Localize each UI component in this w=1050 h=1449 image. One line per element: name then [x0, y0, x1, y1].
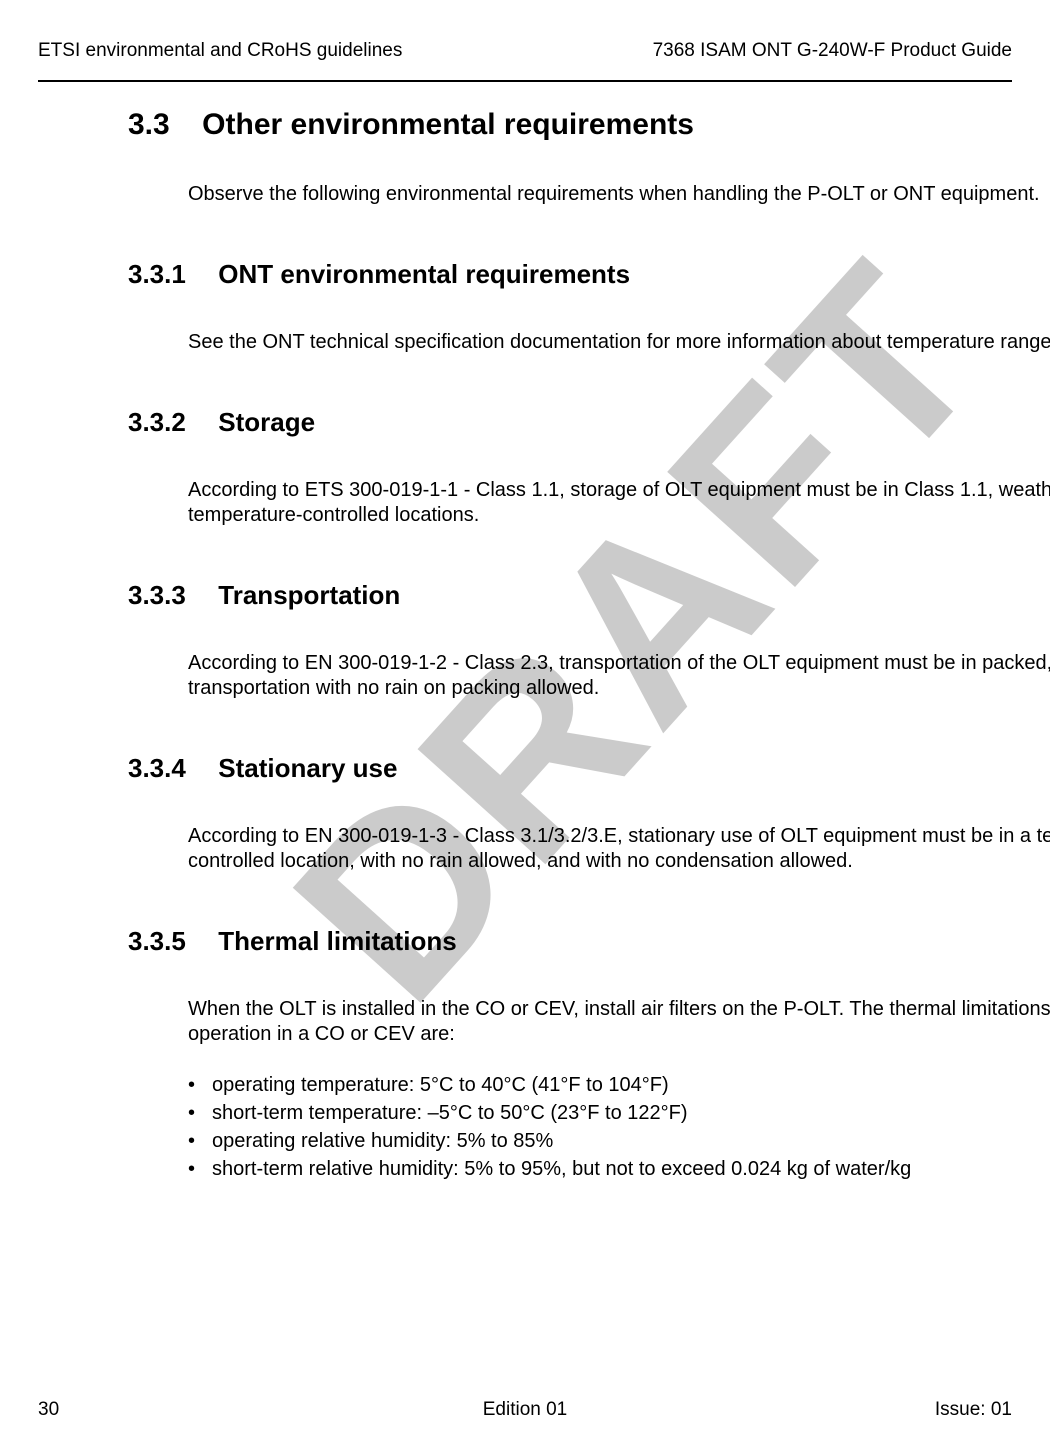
bullet-item: short-term temperature: –5°C to 50°C (23… [188, 1099, 1050, 1127]
section-heading: 3.3 Other environmental requirements [128, 108, 1050, 142]
subsection-body: When the OLT is installed in the CO or C… [188, 997, 1050, 1047]
header-left-text: ETSI environmental and CRoHS guidelines [38, 40, 402, 62]
header-divider [38, 80, 1012, 82]
thermal-bullets: operating temperature: 5°C to 40°C (41°F… [188, 1071, 1050, 1183]
subsection-body: According to EN 300-019-1-3 - Class 3.1/… [188, 824, 1050, 874]
subsection-number: 3.3.2 [128, 407, 186, 438]
header-right-text: 7368 ISAM ONT G-240W-F Product Guide [653, 40, 1012, 62]
subsection-heading-2: 3.3.3 Transportation [128, 580, 1050, 611]
subsection-title: Transportation [218, 580, 400, 611]
subsection-number: 3.3.5 [128, 926, 186, 957]
subsection-number: 3.3.3 [128, 580, 186, 611]
page-content: 3.3 Other environmental requirements Obs… [128, 108, 1050, 1183]
subsection-body: According to ETS 300-019-1-1 - Class 1.1… [188, 478, 1050, 528]
bullet-item: operating temperature: 5°C to 40°C (41°F… [188, 1071, 1050, 1099]
subsection-title: ONT environmental requirements [218, 259, 630, 290]
section-intro: Observe the following environmental requ… [188, 182, 1050, 207]
section-title: Other environmental requirements [202, 108, 694, 142]
subsection-heading-0: 3.3.1 ONT environmental requirements [128, 259, 1050, 290]
subsection-number: 3.3.4 [128, 753, 186, 784]
subsection-heading-1: 3.3.2 Storage [128, 407, 1050, 438]
subsection-body: According to EN 300-019-1-2 - Class 2.3,… [188, 651, 1050, 701]
subsection-body: See the ONT technical specification docu… [188, 330, 1050, 355]
footer-issue: Issue: 01 [935, 1399, 1012, 1421]
bullet-item: operating relative humidity: 5% to 85% [188, 1127, 1050, 1155]
subsection-number: 3.3.1 [128, 259, 186, 290]
subsection-heading-3: 3.3.4 Stationary use [128, 753, 1050, 784]
footer-edition: Edition 01 [0, 1399, 1050, 1421]
bullet-item: short-term relative humidity: 5% to 95%,… [188, 1155, 1050, 1183]
section-number: 3.3 [128, 108, 170, 142]
subsection-title: Thermal limitations [218, 926, 456, 957]
subsection-heading-4: 3.3.5 Thermal limitations [128, 926, 1050, 957]
subsection-title: Stationary use [218, 753, 397, 784]
subsection-title: Storage [218, 407, 315, 438]
